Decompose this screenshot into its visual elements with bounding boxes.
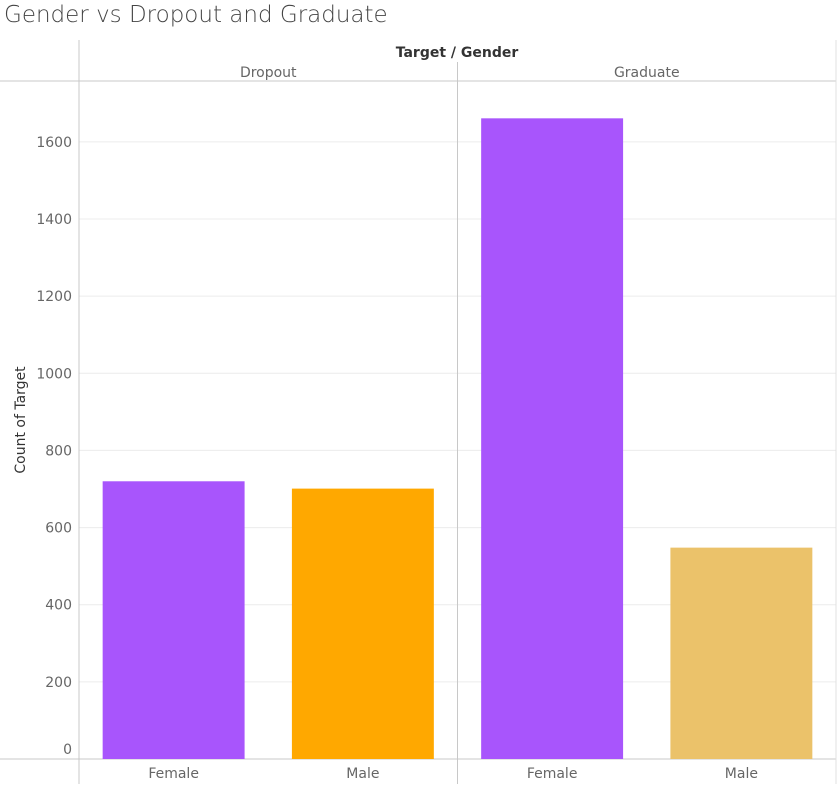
y-tick-label: 1200	[36, 289, 72, 305]
bar-dropout-female	[102, 481, 245, 759]
y-tick-label: 0	[63, 742, 72, 758]
x-tick-label: Female	[148, 766, 199, 782]
y-tick-label: 800	[45, 443, 72, 459]
y-tick-label: 400	[45, 598, 72, 614]
x-tick-label: Male	[725, 766, 758, 782]
panel-header-dropout: Dropout	[240, 65, 297, 81]
x-tick-label: Male	[346, 766, 379, 782]
y-tick-label: 1400	[36, 212, 72, 228]
bar-graduate-male	[670, 547, 813, 759]
y-axis-label: Count of Target	[13, 366, 29, 474]
y-tick-label: 200	[45, 675, 72, 691]
y-tick-label: 600	[45, 521, 72, 537]
x-tick-label: Female	[527, 766, 578, 782]
bar-dropout-male	[291, 488, 434, 759]
header-title: Target / Gender	[396, 45, 519, 61]
y-tick-label: 1600	[36, 135, 72, 151]
bar-graduate-female	[481, 118, 624, 760]
chart-title: Gender vs Dropout and Graduate	[4, 2, 388, 28]
y-tick-label: 1000	[36, 366, 72, 382]
panel-header-graduate: Graduate	[614, 65, 680, 81]
